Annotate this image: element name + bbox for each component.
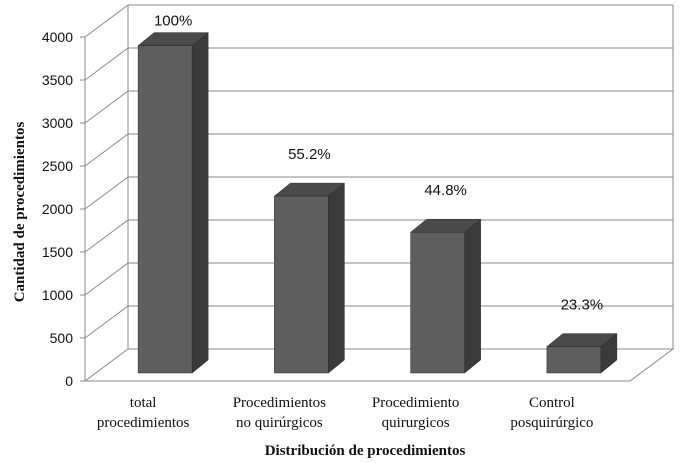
category-label: procedimientos xyxy=(97,415,190,431)
chart-floor xyxy=(83,348,675,382)
bar-side xyxy=(328,182,345,374)
category-label: Control xyxy=(529,395,575,411)
y-axis-title: Cantidad de procedimientos xyxy=(12,122,28,303)
data-label: 23.3% xyxy=(561,297,604,314)
gridline-diagonal xyxy=(84,47,129,81)
category-label: Procedimientos xyxy=(233,395,326,411)
gridline-diagonal xyxy=(84,176,129,210)
category-label: posquirúrgico xyxy=(510,415,593,431)
bar-side xyxy=(464,218,481,374)
gridline-diagonal xyxy=(84,305,129,339)
category-label: total xyxy=(130,395,157,411)
bar-side xyxy=(191,32,209,374)
bars xyxy=(137,32,618,374)
y-tick-label: 3500 xyxy=(42,72,73,88)
gridlines xyxy=(84,4,673,339)
y-tick-label: 3000 xyxy=(42,115,73,131)
y-tick-label: 2500 xyxy=(42,158,73,174)
y-tick-label: 0 xyxy=(65,373,73,389)
data-labels: 100% 55.2% 44.8% 23.3% xyxy=(154,13,603,314)
data-label: 100% xyxy=(154,13,192,30)
gridline-diagonal xyxy=(84,4,129,38)
gridline-diagonal xyxy=(84,133,129,167)
y-tick-label: 4000 xyxy=(42,29,73,45)
gridline-diagonal xyxy=(84,262,129,296)
bar-front xyxy=(546,346,602,374)
y-tick-label: 500 xyxy=(50,330,74,346)
bar xyxy=(137,32,209,374)
gridline-diagonal xyxy=(84,90,129,124)
x-axis-title: Distribución de procedimientos xyxy=(265,443,466,459)
bar xyxy=(273,182,346,374)
y-tick-label: 2000 xyxy=(42,201,73,217)
data-label: 55.2% xyxy=(288,146,331,163)
category-label: Procedimiento xyxy=(372,395,459,411)
category-labels: total procedimientos Procedimientos no quir… xyxy=(97,395,594,431)
category-label: no quirúrgicos xyxy=(236,415,323,431)
bar xyxy=(546,333,618,374)
bar-front xyxy=(137,45,193,374)
y-tick-labels: 0 500 1000 1500 2000 2500 3000 3500 4000 xyxy=(42,29,85,389)
gridline-diagonal xyxy=(84,219,129,253)
y-tick-label: 1000 xyxy=(42,287,73,303)
category-label: quirurgicos xyxy=(382,415,450,431)
y-tick-label: 1500 xyxy=(42,244,73,260)
bar-front xyxy=(274,195,329,374)
bar xyxy=(409,218,482,374)
bar-front xyxy=(410,231,465,374)
data-label: 44.8% xyxy=(424,182,467,199)
